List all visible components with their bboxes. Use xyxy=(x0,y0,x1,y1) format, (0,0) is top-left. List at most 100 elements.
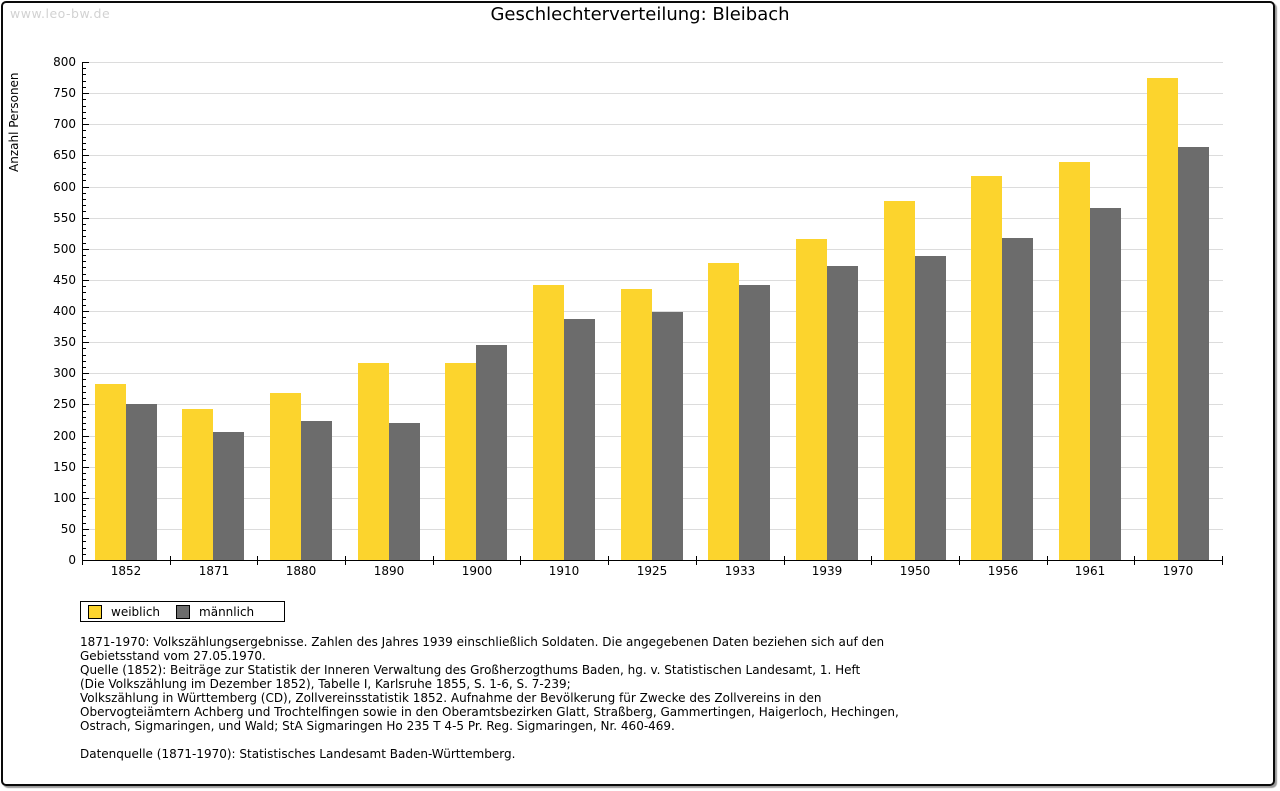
footnote-spacer xyxy=(80,733,980,747)
x-axis-tick xyxy=(871,556,872,565)
plot-area xyxy=(82,62,1223,561)
bar-maennlich-1970 xyxy=(1178,147,1209,560)
y-axis-minor-tick xyxy=(83,106,86,107)
y-axis-minor-tick xyxy=(83,143,86,144)
y-axis-major-tick xyxy=(83,373,89,374)
bar-weiblich-1939 xyxy=(796,239,827,560)
y-axis-minor-tick xyxy=(83,74,86,75)
y-axis-minor-tick xyxy=(83,230,86,231)
bar-weiblich-1933 xyxy=(708,263,739,560)
y-axis-minor-tick xyxy=(83,504,86,505)
x-axis-tick xyxy=(82,560,83,565)
watermark: www.leo-bw.de xyxy=(10,6,111,21)
y-axis-minor-tick xyxy=(83,68,86,69)
bar-maennlich-1871 xyxy=(213,432,244,560)
y-tick-label: 700 xyxy=(53,117,76,131)
y-axis-minor-tick xyxy=(83,454,86,455)
x-tick-label: 1925 xyxy=(636,564,668,578)
y-axis-minor-tick xyxy=(83,348,86,349)
y-axis-minor-tick xyxy=(83,541,86,542)
y-axis-minor-tick xyxy=(83,299,86,300)
y-axis-minor-tick xyxy=(83,87,86,88)
y-tick-label: 400 xyxy=(53,304,76,318)
bar-weiblich-1852 xyxy=(95,384,126,560)
y-axis-minor-tick xyxy=(83,479,86,480)
y-axis-minor-tick xyxy=(83,261,86,262)
footnote-line: Volkszählung in Württemberg (CD), Zollve… xyxy=(80,691,822,705)
y-axis-minor-tick xyxy=(83,448,86,449)
y-axis-minor-tick xyxy=(83,224,86,225)
footnote-line: 1871-1970: Volkszählungsergebnisse. Zahl… xyxy=(80,635,885,649)
y-tick-label: 450 xyxy=(53,273,76,287)
x-axis-tick xyxy=(959,556,960,565)
y-axis-minor-tick xyxy=(83,485,86,486)
x-axis-tick xyxy=(1047,556,1048,565)
bar-weiblich-1900 xyxy=(445,363,476,560)
y-axis-major-tick xyxy=(83,218,89,219)
y-axis-minor-tick xyxy=(83,442,86,443)
bar-weiblich-1880 xyxy=(270,393,301,560)
footnote-line: Obervogteiämtern Achberg und Trochtelfin… xyxy=(80,705,899,719)
x-axis-tick xyxy=(433,556,434,565)
y-axis-minor-tick xyxy=(83,429,86,430)
y-tick-label: 200 xyxy=(53,429,76,443)
y-axis-minor-tick xyxy=(83,548,86,549)
bar-weiblich-1925 xyxy=(621,289,652,560)
bar-maennlich-1925 xyxy=(652,312,683,560)
x-axis-tick xyxy=(696,556,697,565)
legend-swatch-weiblich xyxy=(88,604,102,619)
y-axis-minor-tick xyxy=(83,386,86,387)
y-tick-label: 600 xyxy=(53,180,76,194)
y-axis-major-tick xyxy=(83,404,89,405)
y-axis-title: Anzahl Personen xyxy=(7,72,21,172)
y-axis-minor-tick xyxy=(83,317,86,318)
y-axis-major-tick xyxy=(83,436,89,437)
y-axis-major-tick xyxy=(83,155,89,156)
gridline xyxy=(83,280,1223,281)
legend-label: weiblich xyxy=(111,604,161,619)
y-axis-minor-tick xyxy=(83,199,86,200)
bar-maennlich-1950 xyxy=(915,256,946,560)
x-axis-tick xyxy=(520,556,521,565)
y-axis-minor-tick xyxy=(83,516,86,517)
y-axis-major-tick xyxy=(83,93,89,94)
bar-maennlich-1939 xyxy=(827,266,858,560)
bar-weiblich-1961 xyxy=(1059,162,1090,560)
bar-maennlich-1956 xyxy=(1002,238,1033,560)
footnotes: 1871-1970: Volkszählungsergebnisse. Zahl… xyxy=(80,635,980,761)
y-axis-minor-tick xyxy=(83,510,86,511)
y-axis-minor-tick xyxy=(83,361,86,362)
y-axis-minor-tick xyxy=(83,411,86,412)
bar-weiblich-1910 xyxy=(533,285,564,560)
y-axis-minor-tick xyxy=(83,367,86,368)
y-axis-minor-tick xyxy=(83,211,86,212)
y-tick-label: 800 xyxy=(53,55,76,69)
x-axis-tick xyxy=(1222,556,1223,565)
x-tick-label: 1900 xyxy=(461,564,493,578)
bar-maennlich-1961 xyxy=(1090,208,1121,560)
y-axis-major-tick xyxy=(83,529,89,530)
y-tick-label: 50 xyxy=(60,522,76,536)
bar-maennlich-1910 xyxy=(564,319,595,560)
bar-weiblich-1956 xyxy=(971,176,1002,560)
x-tick-label: 1871 xyxy=(198,564,230,578)
y-axis-minor-tick xyxy=(83,305,86,306)
x-tick-label: 1970 xyxy=(1162,564,1194,578)
gridline xyxy=(83,62,1223,63)
gridline xyxy=(83,311,1223,312)
y-axis-minor-tick xyxy=(83,137,86,138)
footnote-line: (Die Volkszählung im Dezember 1852), Tab… xyxy=(80,677,571,691)
y-axis-minor-tick xyxy=(83,286,86,287)
y-tick-label: 350 xyxy=(53,335,76,349)
gridline xyxy=(83,124,1223,125)
x-tick-label: 1933 xyxy=(724,564,756,578)
gridline xyxy=(83,187,1223,188)
x-tick-label: 1939 xyxy=(811,564,843,578)
y-tick-label: 150 xyxy=(53,460,76,474)
y-axis-minor-tick xyxy=(83,423,86,424)
bar-weiblich-1890 xyxy=(358,363,389,560)
y-tick-label: 250 xyxy=(53,397,76,411)
x-tick-label: 1852 xyxy=(110,564,142,578)
legend-label: männlich xyxy=(199,604,255,619)
footnote-line: Ostrach, Sigmaringen, und Wald; StA Sigm… xyxy=(80,719,675,733)
